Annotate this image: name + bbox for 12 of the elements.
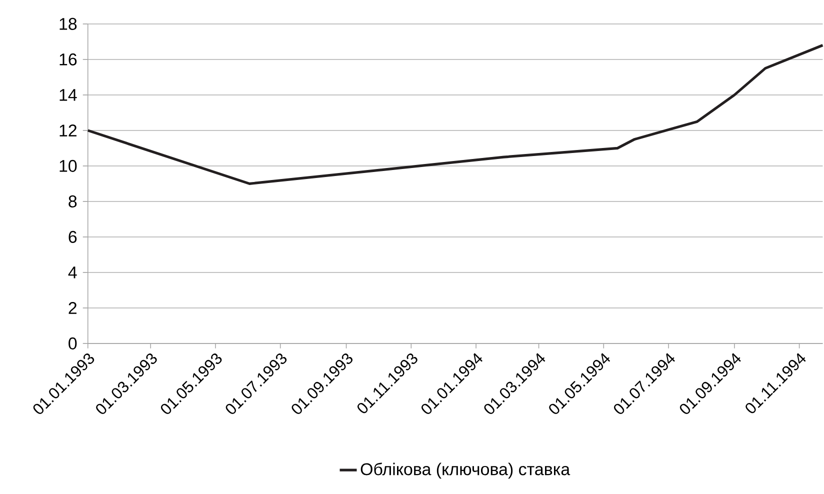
y-tick-label: 0 [68, 337, 77, 350]
legend-label: Облікова (ключова) ставка [360, 462, 570, 479]
line-series [86, 44, 824, 185]
y-tick-label: 16 [60, 53, 77, 66]
y-tick-label: 8 [68, 195, 77, 208]
y-tick-label: 14 [60, 89, 77, 101]
y-tick-label: 18 [60, 18, 77, 30]
y-tick-label: 2 [68, 302, 76, 314]
y-tick-label: 12 [60, 124, 76, 136]
y-tick-label: 4 [68, 266, 77, 278]
y-tick-label: 10 [60, 160, 77, 172]
y-tick-label: 6 [68, 230, 77, 243]
